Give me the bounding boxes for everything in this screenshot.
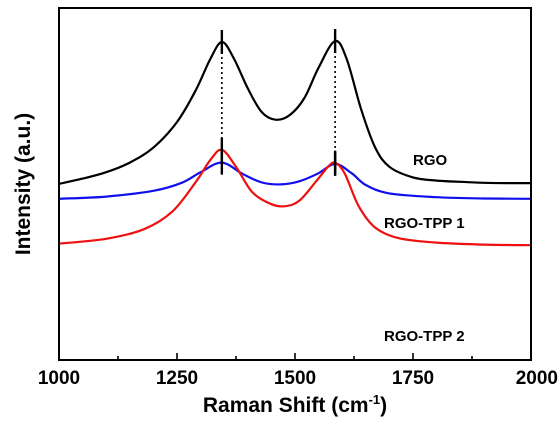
series-line-rgo-tpp-2 <box>58 148 532 247</box>
x-tick-label-1750: 1750 <box>392 368 434 389</box>
series-label-rgo-tpp-1: RGO-TPP 1 <box>384 215 465 232</box>
peak-markers <box>220 29 337 176</box>
x-tick-label-1250: 1250 <box>156 368 198 389</box>
series-line-rgo <box>58 39 532 185</box>
plot-frame <box>58 7 532 361</box>
series-label-rgo-tpp-2: RGO-TPP 2 <box>384 328 465 345</box>
series-layer <box>58 39 532 247</box>
x-ticks: 1000 1250 1500 1750 2000 <box>38 353 558 389</box>
y-axis-title: Intensity (a.u.) <box>12 113 35 255</box>
x-tick-label-2000: 2000 <box>516 368 558 389</box>
series-line-rgo-tpp-1 <box>58 161 532 200</box>
x-tick-label-1500: 1500 <box>274 368 316 389</box>
x-axis-title: Raman Shift (cm-1) <box>203 392 387 417</box>
x-tick-label-1000: 1000 <box>38 368 80 389</box>
series-label-rgo: RGO <box>413 152 448 169</box>
